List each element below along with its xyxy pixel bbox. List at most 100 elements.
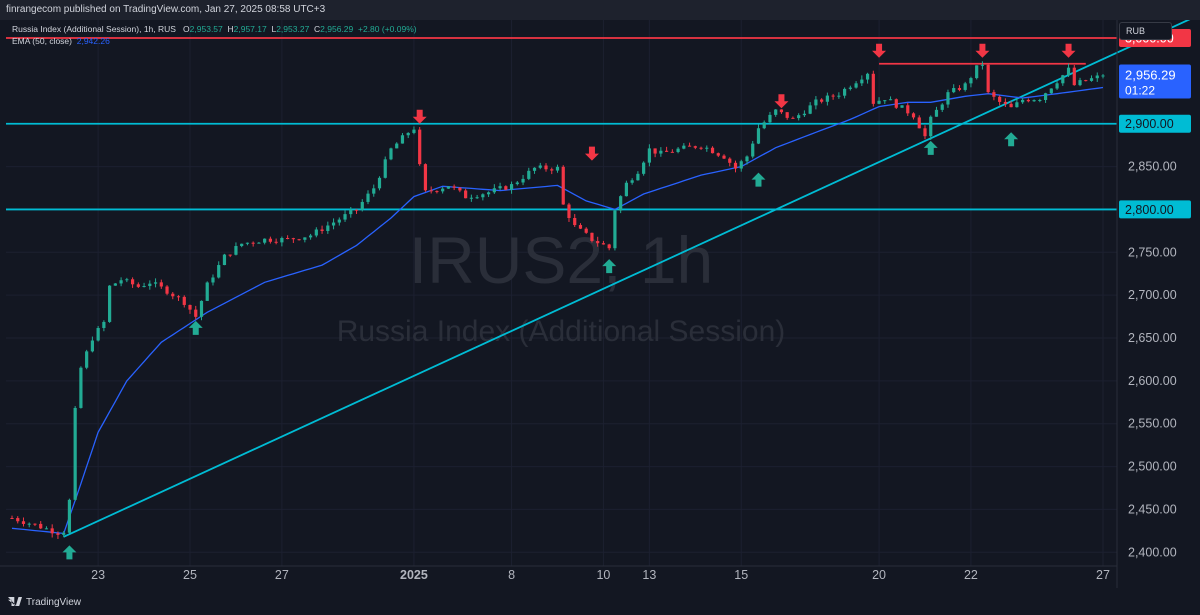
candle <box>808 105 812 114</box>
candle <box>843 88 847 96</box>
candle <box>96 327 100 341</box>
candle <box>1043 93 1048 100</box>
candle <box>699 147 703 149</box>
candle <box>475 197 479 199</box>
candle <box>171 293 175 297</box>
legend-ohlc-row: Russia Index (Additional Session), 1h, R… <box>12 23 417 35</box>
y-tick-label: 2,650.00 <box>1128 331 1177 345</box>
y-tick-label: 2,600.00 <box>1128 374 1177 388</box>
watermark-symbol: IRUS2, 1h <box>409 223 713 297</box>
candle <box>1032 100 1036 102</box>
candle <box>1084 80 1088 82</box>
buy-arrow-icon <box>923 140 938 155</box>
candle <box>578 225 583 229</box>
candle <box>722 155 726 159</box>
candle <box>613 210 617 249</box>
candle <box>194 309 198 317</box>
candle <box>85 351 89 368</box>
candle <box>418 129 422 165</box>
candle <box>245 242 250 244</box>
candle <box>1095 75 1099 79</box>
candle <box>343 214 347 220</box>
candle <box>728 158 732 163</box>
candle <box>286 237 290 239</box>
candle <box>211 277 215 283</box>
candle <box>779 109 784 113</box>
candle <box>917 117 921 129</box>
price-chart[interactable]: IRUS2, 1h Russia Index (Additional Sessi… <box>0 20 1200 588</box>
candle <box>10 518 14 519</box>
sell-arrow-icon <box>774 94 789 109</box>
currency-button[interactable]: RUB <box>1119 22 1172 40</box>
sell-arrow-icon <box>975 43 990 58</box>
legend-ema-value: 2,942.26 <box>76 36 110 46</box>
candle <box>567 204 571 219</box>
legend-close: 2,956.29 <box>320 24 354 34</box>
candle <box>308 235 313 238</box>
y-tick-label: 2,750.00 <box>1128 245 1177 259</box>
candle <box>969 78 973 84</box>
candle <box>314 229 318 236</box>
candle <box>90 340 94 352</box>
candle <box>946 92 950 105</box>
candle <box>1026 99 1030 102</box>
candle <box>957 88 962 90</box>
y-tick-label: 2,550.00 <box>1128 417 1177 431</box>
candle <box>297 239 301 241</box>
candle <box>331 222 336 226</box>
candle <box>1078 80 1082 86</box>
y-tick-label: 2,850.00 <box>1128 160 1177 174</box>
sell-arrow-icon <box>1061 43 1076 58</box>
x-tick-label: 22 <box>964 568 978 582</box>
candle <box>33 523 37 525</box>
candle <box>429 190 433 192</box>
candle <box>521 178 525 183</box>
x-tick-label: 15 <box>734 568 748 582</box>
candle <box>326 225 330 231</box>
candle <box>590 232 594 241</box>
candle <box>240 243 244 247</box>
candle <box>619 196 623 211</box>
candle <box>268 238 272 242</box>
level-price-tag <box>1119 114 1191 133</box>
y-tick-label: 2,400.00 <box>1128 545 1177 559</box>
x-tick-label: 8 <box>508 568 515 582</box>
candle <box>665 150 669 152</box>
candle <box>883 100 887 102</box>
candle <box>906 105 910 114</box>
candle <box>73 407 77 500</box>
candle <box>1049 88 1053 94</box>
candle <box>102 321 106 328</box>
trendline-group <box>63 20 1191 538</box>
candle <box>877 100 881 104</box>
candle <box>986 64 990 93</box>
candle <box>50 528 54 534</box>
candle <box>527 170 531 179</box>
tradingview-logo: TradingView <box>8 597 81 608</box>
x-axis: 23 25 27 2025 8 10 13 15 20 22 27 <box>0 565 1117 582</box>
candle <box>441 188 445 192</box>
candle <box>165 286 169 294</box>
candle <box>596 240 600 244</box>
candle <box>538 165 542 168</box>
legend-low-label: L <box>271 24 277 34</box>
candle <box>768 114 772 123</box>
candle <box>39 523 43 529</box>
candle <box>119 280 123 284</box>
candle <box>659 150 663 154</box>
candle <box>1072 67 1076 86</box>
candle <box>377 177 382 189</box>
candle <box>923 128 927 137</box>
horizontal-levels <box>6 37 1117 211</box>
candle <box>900 105 904 108</box>
candle <box>894 99 898 108</box>
candle <box>837 95 841 97</box>
legend-high-label: H <box>227 24 234 34</box>
legend-symbol: Russia Index (Additional Session), 1h, R… <box>12 24 176 34</box>
candle <box>142 286 146 288</box>
candle <box>56 533 60 535</box>
candle <box>176 296 181 298</box>
candle <box>751 143 755 157</box>
candle <box>274 241 278 243</box>
